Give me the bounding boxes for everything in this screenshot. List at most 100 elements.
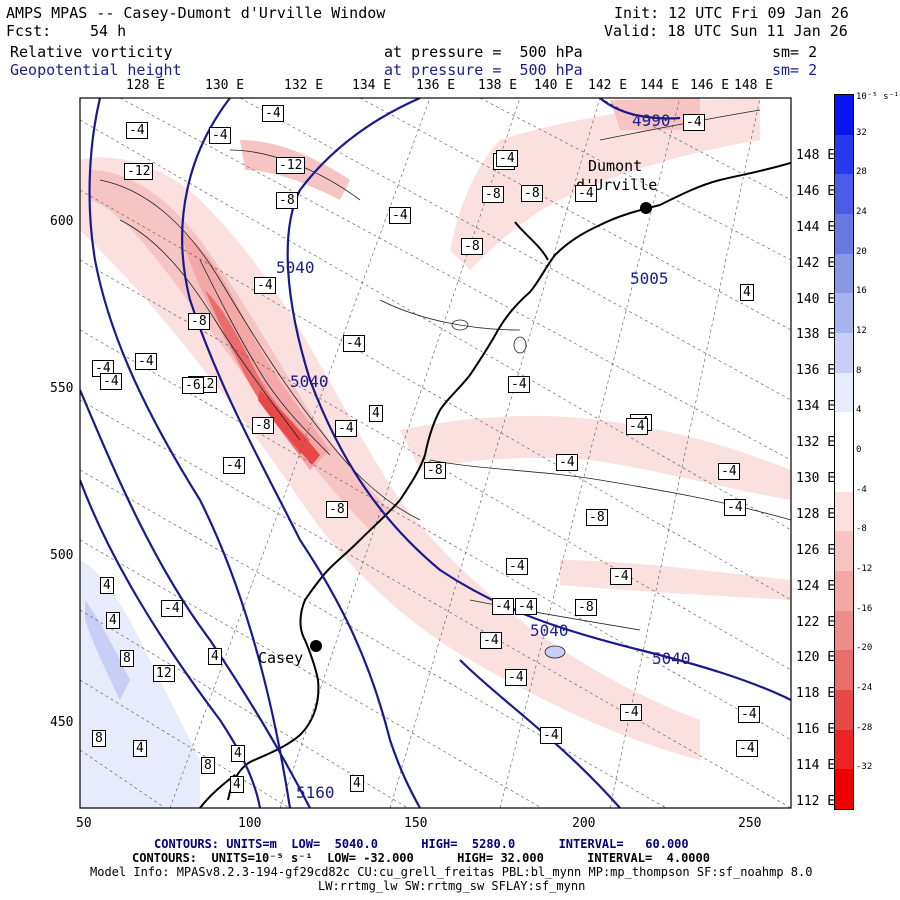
colorbar-segment [835,372,853,413]
height-label: 5040 [290,372,329,391]
right-lon-label: 144 E [796,219,836,235]
y-axis-label: 500 [50,548,74,563]
top-lon-label: 142 E [588,78,628,93]
vorticity-label-box: -4 [254,277,276,294]
colorbar-segment [835,134,853,175]
forecast-value: 54 h [90,22,127,40]
vorticity-label-box: 4 [230,776,244,793]
x-axis-label: 50 [76,816,92,831]
x-axis-label: 100 [238,816,262,831]
vorticity-label-box: 4 [133,740,147,757]
colorbar-segment [835,333,853,373]
height-label: 5160 [296,783,335,802]
colorbar-units: 10⁻⁵ s⁻¹ [856,92,900,102]
vorticity-label-box: -4 [724,499,746,516]
colorbar-label: -12 [856,564,873,574]
colorbar-segment [835,690,853,730]
field1-smooth: sm= 2 [772,43,818,61]
vorticity-label-box: -4 [736,740,758,757]
top-lon-label: 138 E [478,78,518,93]
colorbar-label: -8 [856,524,867,535]
right-lon-label: 114 E [796,758,836,774]
vorticity-label-box: 4 [740,284,754,301]
colorbar-segment [835,253,853,294]
field2-level: at pressure = 500 hPa [384,61,583,79]
colorbar-segment [835,610,853,651]
vorticity-label-box: 12 [153,665,175,682]
x-axis-label: 250 [738,816,762,831]
right-lon-label: 138 E [796,327,836,343]
colorbar-label: 20 [856,246,867,257]
vorticity-label-box: -4 [135,353,157,370]
right-lon-label: 112 E [796,794,836,809]
y-axis-label: 600 [50,214,74,229]
colorbar-segment [835,95,853,135]
vorticity-label-box: -4 [335,420,357,437]
vorticity-label-box: 4 [100,577,114,594]
vorticity-label-box: -4 [508,376,530,393]
right-lon-label: 132 E [796,435,836,451]
height-contours [80,98,791,808]
colorbar-label: -28 [856,722,873,733]
vorticity-label-box: -4 [718,463,740,480]
window-title: AMPS MPAS -- Casey-Dumont d'Urville Wind… [6,4,386,22]
right-lon-label: 130 E [796,471,836,486]
right-lon-label: 148 E [796,148,836,163]
field2-smooth: sm= 2 [772,61,818,79]
colorbar-label: 4 [856,405,862,416]
x-axis-label: 150 [404,816,428,831]
top-lon-label: 136 E [416,78,456,93]
vorticity-label-box: -4 [126,122,148,139]
y-axis-label: 450 [50,715,74,730]
colorbar-label: -4 [856,484,867,495]
vorticity-label-box: -8 [326,501,348,518]
vorticity-label-box: -4 [610,568,632,585]
vorticity-label-box: 4 [106,612,120,629]
vorticity-label-box: -8 [461,238,483,255]
init-time: Init: 12 UTC Fri 09 Jan 26 [614,4,849,22]
colorbar-segment [835,491,853,532]
station-casey-label: Casey [258,649,304,667]
colorbar-label: 16 [856,286,867,297]
vorticity-label-box: 8 [92,730,106,747]
vorticity-label-box: -4 [389,207,411,224]
colorbar-segment [835,650,853,690]
vorticity-label-box: -8 [424,462,446,479]
vorticity-label-box: -4 [556,454,578,471]
top-lon-label: 128 E [126,78,166,93]
footer-model-info: Model Info: MPASv8.2.3-194-gf29cd82c CU:… [90,865,813,879]
y-axis-label: 550 [50,381,74,396]
right-lon-label: 128 E [796,506,836,522]
height-label: 4990 [632,111,671,130]
valid-time: Valid: 18 UTC Sun 11 Jan 26 [604,22,848,40]
colorbar-label: 28 [856,167,867,178]
vorticity-label-box: -4 [515,598,537,615]
top-lon-label: 130 E [205,78,245,93]
vorticity-label-box: -4 [738,706,760,723]
right-lon-label: 142 E [796,255,836,271]
colorbar-segment [835,531,853,571]
vorticity-label-box: 4 [350,775,364,792]
height-label: 5040 [530,621,569,640]
right-lon-label: 122 E [796,614,836,630]
colorbar-label: -32 [856,762,873,773]
colorbar [834,94,854,810]
colorbar-segment [835,769,853,809]
x-axis-label: 200 [572,816,596,831]
vorticity-label-box: -4 [620,704,642,721]
colorbar-label: 32 [856,127,867,138]
vorticity-label-box: -4 [492,598,514,615]
vorticity-label-box: -8 [482,186,504,203]
vorticity-label-box: 4 [369,405,383,422]
vorticity-label-box: -4 [343,335,365,352]
colorbar-label: 12 [856,326,867,336]
vorticity-label-box: -4 [161,600,183,617]
map-frame [79,97,792,809]
top-lon-label: 134 E [352,78,392,93]
vorticity-label-box: -4 [626,418,648,435]
colorbar-segment [835,174,853,214]
right-lon-label: 134 E [796,399,836,415]
top-lon-label: 144 E [640,78,680,93]
right-lon-label: 124 E [796,578,836,594]
vorticity-label-box: -4 [92,360,114,377]
